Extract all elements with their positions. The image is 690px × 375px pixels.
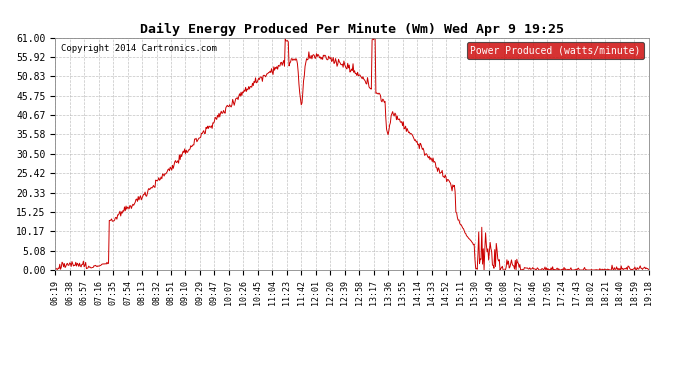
Title: Daily Energy Produced Per Minute (Wm) Wed Apr 9 19:25: Daily Energy Produced Per Minute (Wm) We… xyxy=(140,23,564,36)
Legend: Power Produced (watts/minute): Power Produced (watts/minute) xyxy=(466,42,644,59)
Text: Copyright 2014 Cartronics.com: Copyright 2014 Cartronics.com xyxy=(61,45,217,54)
